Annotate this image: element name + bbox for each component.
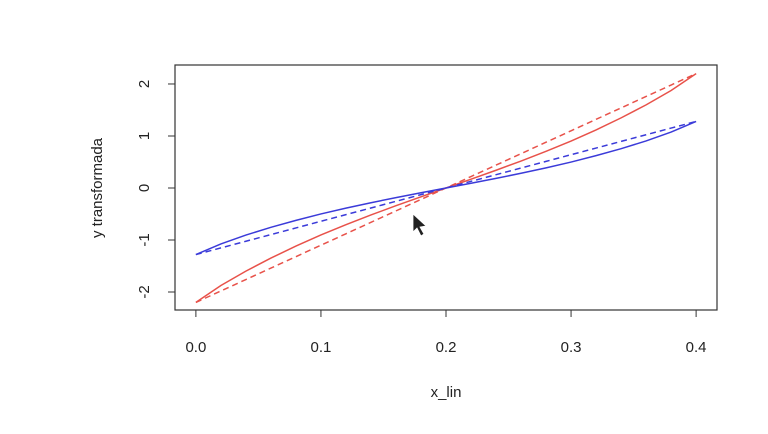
x-tick-label: 0.3 bbox=[561, 339, 582, 356]
data-line bbox=[195, 120, 697, 256]
x-tick-label: 0.2 bbox=[436, 339, 457, 356]
x-tick-label: 0.4 bbox=[686, 339, 707, 356]
x-axis-label: x_lin bbox=[431, 384, 462, 401]
x-tick-label: 0.0 bbox=[185, 339, 206, 356]
mouse-cursor bbox=[412, 213, 427, 237]
y-tick-label: -2 bbox=[136, 285, 153, 298]
y-tick-label: 1 bbox=[136, 132, 153, 140]
y-tick-label: 0 bbox=[136, 184, 153, 192]
y-tick-label: 2 bbox=[136, 80, 153, 88]
x-tick-label: 0.1 bbox=[311, 339, 332, 356]
data-line bbox=[195, 120, 697, 256]
y-tick-label: -1 bbox=[136, 233, 153, 246]
y-axis-label: y transformada bbox=[89, 137, 106, 238]
